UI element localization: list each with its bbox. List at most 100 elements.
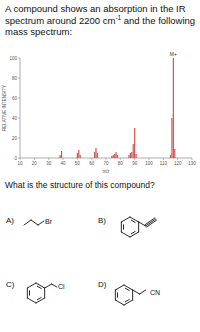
x-tick xyxy=(134,158,135,160)
bond xyxy=(27,283,36,288)
bond xyxy=(44,288,45,298)
y-tick-label: 40 xyxy=(12,116,18,121)
x-tick xyxy=(177,158,178,160)
prompt-text: What is the structure of this compound? xyxy=(5,180,155,190)
x-tick-label: 80 xyxy=(118,161,124,166)
peak xyxy=(94,152,95,158)
y-tick-label: 100 xyxy=(9,56,17,61)
substituent-label: Cl xyxy=(58,283,65,290)
question: A compound shows an absorption in the IR… xyxy=(5,3,197,38)
x-tick-label: 50 xyxy=(75,161,81,166)
bond xyxy=(130,217,139,222)
x-tick-label: 30 xyxy=(46,161,52,166)
bond xyxy=(121,232,130,237)
x-tick xyxy=(63,158,64,160)
bond xyxy=(37,286,41,288)
x-tick xyxy=(120,158,121,160)
x-tick-label: 60 xyxy=(89,161,95,166)
bond xyxy=(27,288,28,298)
option-letter: A) xyxy=(6,216,14,225)
bond xyxy=(124,300,133,305)
bond xyxy=(121,222,122,232)
peak xyxy=(78,150,79,158)
peak xyxy=(113,155,114,158)
x-tick-label: 120 xyxy=(174,161,182,166)
x-tick xyxy=(48,158,49,160)
x-tick-label: 110 xyxy=(160,161,168,166)
bond xyxy=(125,288,129,290)
y-tick-label: 80 xyxy=(12,76,18,81)
peak xyxy=(115,152,116,158)
mass-spectrum: 0204060801001020304050607080901001101201… xyxy=(0,46,200,178)
option-letter: D) xyxy=(98,280,107,289)
peak xyxy=(77,153,78,158)
x-tick xyxy=(20,158,21,160)
peak xyxy=(134,128,135,158)
peak xyxy=(114,154,115,158)
peak xyxy=(136,154,137,158)
peak xyxy=(80,155,81,158)
bond xyxy=(36,283,45,288)
peak xyxy=(128,155,129,158)
bond xyxy=(133,290,140,294)
substituent-label: Br xyxy=(45,218,53,225)
bond xyxy=(121,217,130,222)
bond xyxy=(145,218,155,225)
y-tick-label: 20 xyxy=(12,136,18,141)
bond xyxy=(131,220,135,222)
option-letter: C) xyxy=(6,280,15,289)
bond xyxy=(38,221,44,225)
x-axis-label: m/z xyxy=(102,169,110,174)
bond xyxy=(140,290,146,294)
peak xyxy=(170,155,171,158)
bond xyxy=(36,298,45,303)
bond xyxy=(29,291,30,296)
x-tick xyxy=(192,158,193,160)
bond xyxy=(139,222,146,226)
peak xyxy=(174,149,175,158)
x-tick xyxy=(106,158,107,160)
peak xyxy=(173,58,174,158)
x-tick-label: 130 xyxy=(188,161,196,166)
bond xyxy=(146,219,156,226)
peak xyxy=(95,148,96,158)
peak xyxy=(60,155,61,158)
x-tick xyxy=(163,158,164,160)
bond xyxy=(31,220,38,225)
x-tick-label: 40 xyxy=(60,161,66,166)
bond xyxy=(52,284,57,287)
bond xyxy=(115,290,116,300)
peak xyxy=(117,155,118,158)
peak xyxy=(171,118,172,158)
bond xyxy=(138,222,139,232)
bond xyxy=(124,285,133,290)
bond xyxy=(146,220,156,227)
bond xyxy=(131,232,135,234)
peak xyxy=(130,153,131,158)
bond xyxy=(125,300,129,302)
x-tick-label: 90 xyxy=(132,161,138,166)
options: A)BrB)C)ClD)CN xyxy=(0,195,200,332)
bond xyxy=(123,225,124,230)
x-tick-label: 20 xyxy=(32,161,38,166)
bond xyxy=(27,298,36,303)
peak xyxy=(97,153,98,158)
option-letter: B) xyxy=(98,216,106,225)
peak xyxy=(111,156,112,158)
x-tick xyxy=(34,158,35,160)
y-tick-label: 60 xyxy=(12,96,18,101)
peak xyxy=(61,151,62,158)
bond xyxy=(45,284,52,288)
x-tick-label: 100 xyxy=(145,161,153,166)
bond xyxy=(132,290,133,300)
superscript: -1 xyxy=(115,13,121,20)
x-tick xyxy=(91,158,92,160)
bond xyxy=(115,300,124,305)
bond xyxy=(117,293,118,298)
x-axis xyxy=(20,158,192,159)
annotation: M+ xyxy=(170,51,177,57)
peaks xyxy=(60,58,176,158)
y-axis xyxy=(20,58,21,158)
x-tick xyxy=(149,158,150,160)
x-tick xyxy=(77,158,78,160)
